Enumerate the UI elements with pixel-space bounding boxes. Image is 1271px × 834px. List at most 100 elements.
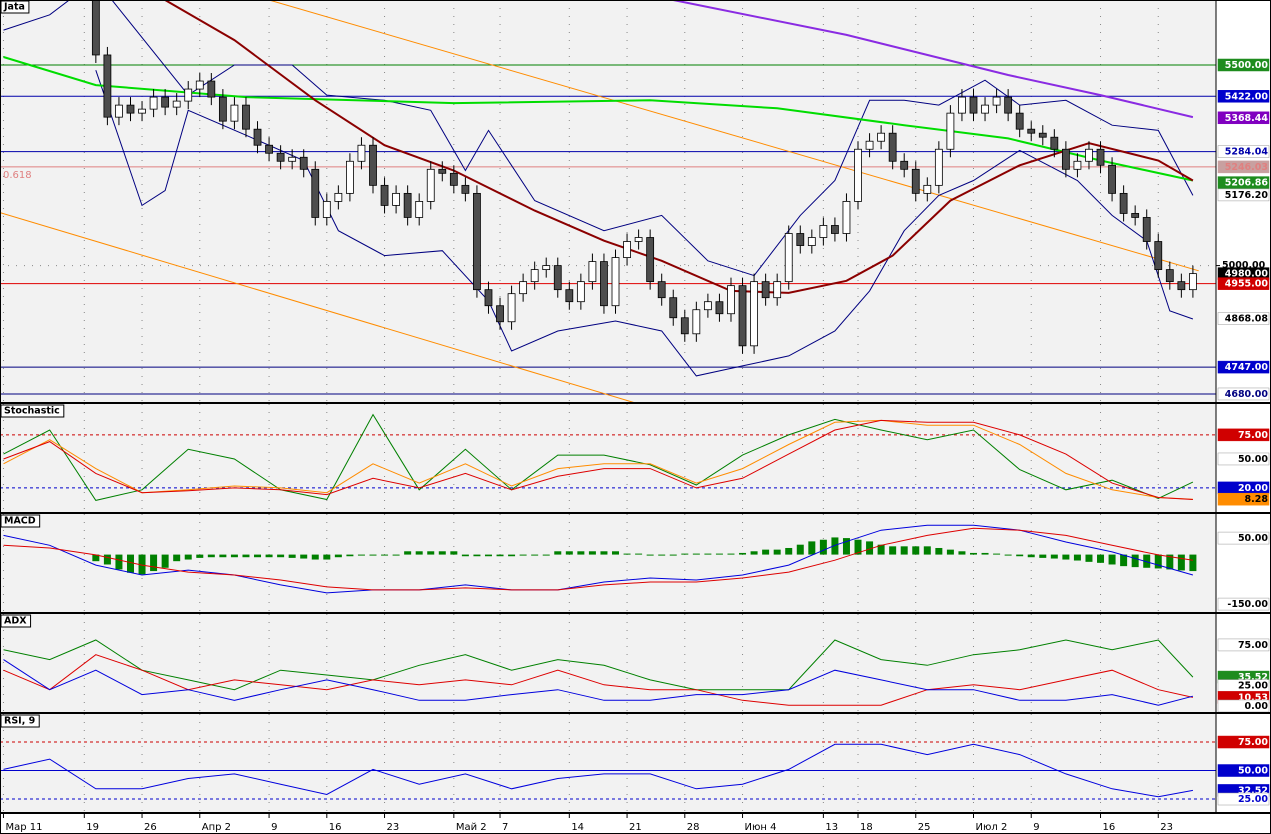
candle-body: [507, 293, 516, 323]
series-line: [3, 413, 1194, 501]
histogram-bar: [819, 539, 827, 555]
x-tick-label: 9: [271, 822, 277, 833]
histogram-bar: [969, 552, 977, 555]
pane-background: [0, 614, 1216, 712]
pane: [2, 514, 1197, 612]
value-label: 35.52: [1238, 672, 1268, 683]
candle-body: [969, 96, 978, 114]
histogram-bar: [658, 554, 666, 556]
value-label: 50.00: [1238, 454, 1268, 465]
value-label: 5500.00: [1225, 60, 1269, 71]
candle-body: [553, 265, 562, 291]
candle-body: [646, 237, 655, 283]
candle-body: [207, 80, 216, 98]
x-tick-label: Апр 2: [202, 822, 231, 833]
candle-body: [149, 96, 158, 110]
candle-body: [438, 168, 447, 174]
x-tick-label: 16: [329, 822, 342, 833]
value-label-bg: [1217, 360, 1270, 374]
candle-body: [796, 233, 805, 246]
histogram-bar: [866, 541, 874, 555]
histogram-bar: [126, 554, 134, 573]
histogram-bar: [1131, 554, 1139, 568]
histogram-bar: [739, 552, 747, 555]
value-label-bg: [1217, 638, 1270, 652]
series-line: [3, 527, 1193, 591]
value-label: 75.00: [1238, 737, 1268, 748]
candle-body: [750, 281, 758, 347]
value-label-bg: [1217, 188, 1270, 202]
series-line: [3, 743, 1193, 798]
candle-body: [1096, 148, 1105, 166]
candle-body: [346, 160, 354, 194]
histogram-bar: [808, 541, 816, 555]
value-label: 25.00: [1238, 681, 1268, 692]
candle-body: [1015, 112, 1024, 130]
candle-body: [218, 96, 227, 122]
series-line: [268, 0, 1199, 272]
value-label-bg: [1217, 531, 1270, 545]
candle-body: [265, 144, 273, 154]
value-label-bg: [1217, 428, 1270, 442]
candle-body: [496, 305, 504, 323]
value-label-bg: [1217, 145, 1270, 158]
histogram-bar: [796, 544, 804, 555]
candle-body: [1177, 281, 1186, 291]
candle-body: [103, 54, 112, 118]
histogram-bar: [681, 553, 689, 555]
pane-background: [0, 714, 1216, 812]
histogram-bar: [946, 549, 954, 555]
histogram-bar: [1120, 554, 1128, 567]
value-label: 50.00: [1238, 533, 1268, 544]
candle-body: [715, 301, 724, 315]
candle-body: [680, 317, 689, 335]
candle-body: [403, 192, 412, 218]
pane-background: [0, 514, 1216, 612]
x-tick-label: 18: [860, 822, 873, 833]
histogram-bar: [484, 554, 492, 557]
value-label-bg: [1217, 792, 1270, 806]
candle-body: [611, 257, 620, 307]
histogram-bar: [92, 554, 100, 562]
pane: [0, 404, 1216, 512]
histogram-bar: [600, 551, 608, 555]
histogram-bar: [912, 546, 920, 555]
value-label-bg: [1217, 387, 1270, 401]
value-label: 5206.86: [1225, 178, 1269, 189]
value-label: 4980.00: [1225, 269, 1269, 280]
candle-body: [242, 104, 250, 130]
x-tick-label: 21: [629, 822, 642, 833]
x-tick-label: 14: [571, 822, 584, 833]
candle-body: [392, 192, 400, 206]
candle-body: [334, 192, 343, 202]
value-label: 5284.04: [1225, 147, 1269, 158]
candle-body: [588, 261, 597, 283]
histogram-bar: [981, 552, 989, 555]
histogram-bar: [415, 551, 423, 555]
histogram-bar: [1189, 554, 1197, 572]
histogram-bar: [508, 554, 516, 557]
candle-body: [565, 289, 574, 303]
histogram-bar: [323, 554, 331, 560]
histogram-bar: [750, 551, 758, 555]
candle-body: [1050, 136, 1059, 150]
histogram-bar: [785, 547, 793, 555]
histogram-bar: [773, 549, 781, 555]
candle-body: [819, 225, 828, 238]
candle-body: [831, 225, 839, 234]
pane-title: MACD: [4, 516, 36, 527]
histogram-bar: [496, 554, 504, 557]
candle-body: [877, 132, 886, 142]
value-label: 5422.00: [1225, 91, 1269, 102]
y-tick-label: 5000.00: [1222, 260, 1266, 271]
series-line: [3, 524, 1194, 594]
candle-body: [461, 184, 470, 194]
candle-body: [888, 132, 897, 162]
series-line: [3, 654, 1194, 706]
histogram-bar: [635, 553, 643, 555]
histogram-bar: [1016, 554, 1024, 557]
candle-body: [576, 281, 585, 303]
candle-body: [299, 156, 308, 170]
series-line: [3, 419, 1193, 500]
value-label: 5176.20: [1225, 190, 1269, 201]
